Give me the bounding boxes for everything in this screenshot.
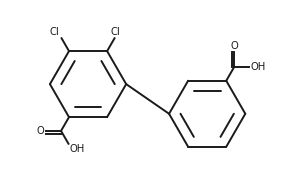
Text: Cl: Cl xyxy=(110,27,120,37)
Text: OH: OH xyxy=(250,62,265,72)
Text: OH: OH xyxy=(70,144,85,154)
Text: Cl: Cl xyxy=(50,27,60,37)
Text: O: O xyxy=(230,41,238,51)
Text: O: O xyxy=(37,126,45,136)
